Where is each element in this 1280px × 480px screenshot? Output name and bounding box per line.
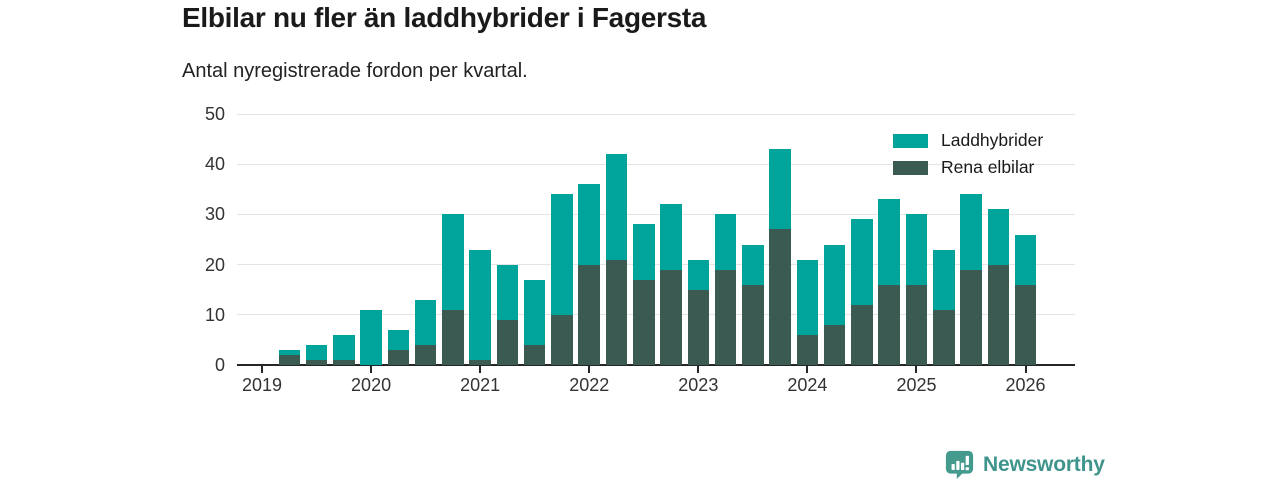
x-axis-tick-2024: [806, 366, 809, 373]
legend-label: Laddhybrider: [941, 130, 1044, 150]
bar-2022-q2-laddhybrider: [605, 154, 628, 260]
bar-2025-q3-laddhybrider: [960, 194, 982, 270]
bar-2024-q2-rena-elbilar: [823, 324, 846, 365]
bar-2022-q4-laddhybrider: [660, 204, 682, 270]
legend-label: Rena elbilar: [941, 157, 1035, 177]
legend-item-rena-elbilar: Rena elbilar: [893, 157, 1043, 177]
gridline-y-20: [237, 264, 1075, 266]
legend: Laddhybrider Rena elbilar: [893, 130, 1044, 185]
bar-2024-q2-laddhybrider: [823, 244, 846, 325]
gridline-y-40: [237, 163, 1075, 165]
bar-2023-q4-laddhybrider: [769, 149, 791, 230]
y-axis-tick-label: 0: [214, 355, 225, 375]
bar-2020-q3-rena-elbilar: [414, 344, 437, 365]
bar-2020-q2-rena-elbilar: [387, 349, 410, 365]
brand-name: Newsworthy: [983, 452, 1105, 476]
bar-2019-q2-rena-elbilar: [278, 354, 301, 365]
bar-2025-q1-laddhybrider: [905, 214, 928, 285]
legend-swatch-rena-elbilar: [893, 160, 928, 175]
bar-2026-q1-laddhybrider: [1014, 234, 1037, 285]
bar-2024-q4-laddhybrider: [878, 199, 900, 285]
x-axis-tick-2026: [1024, 366, 1027, 373]
bar-2021-q2-rena-elbilar: [496, 319, 519, 365]
y-axis-tick-label: 10: [204, 304, 225, 325]
bar-2020-q4-rena-elbilar: [442, 309, 464, 365]
x-axis-tick-label-2023: 2023: [678, 375, 719, 395]
x-axis-tick-2020: [370, 366, 373, 373]
bar-2022-q3-laddhybrider: [633, 224, 655, 280]
bar-2020-q1-laddhybrider: [360, 309, 382, 365]
bar-2024-q3-rena-elbilar: [851, 304, 873, 365]
x-axis-line: [237, 364, 1075, 366]
y-axis-tick-label: 30: [204, 204, 225, 225]
bar-2020-q3-laddhybrider: [414, 299, 437, 345]
bar-2023-q1-rena-elbilar: [687, 289, 710, 365]
bar-2025-q2-laddhybrider: [933, 249, 955, 310]
bar-2019-q4-laddhybrider: [333, 334, 355, 360]
x-axis-tick-2023: [697, 366, 700, 373]
bar-2025-q2-rena-elbilar: [933, 309, 955, 365]
bar-2020-q2-laddhybrider: [387, 329, 410, 350]
bar-2022-q4-rena-elbilar: [660, 269, 682, 365]
x-axis-tick-2025: [915, 366, 918, 373]
bar-2023-q1-laddhybrider: [687, 259, 710, 290]
gridline-y-30: [237, 213, 1075, 215]
bar-2021-q3-laddhybrider: [523, 279, 546, 345]
bar-chart-bubble-icon: [945, 450, 974, 479]
bar-2023-q4-rena-elbilar: [769, 229, 791, 365]
bar-2019-q2-laddhybrider: [278, 349, 301, 355]
bar-2025-q4-rena-elbilar: [987, 264, 1010, 365]
x-axis-tick-label-2022: 2022: [569, 375, 610, 395]
gridline-y-50: [237, 113, 1075, 115]
chart-title: Elbilar nu fler än laddhybrider i Fagers…: [182, 2, 707, 33]
x-axis-tick-label-2026: 2026: [1005, 375, 1046, 395]
bar-2023-q2-rena-elbilar: [714, 269, 737, 365]
bar-2020-q4-laddhybrider: [442, 214, 464, 310]
bar-2025-q3-rena-elbilar: [960, 269, 982, 365]
bar-2024-q4-rena-elbilar: [878, 284, 900, 365]
brand-footer: Newsworthy: [945, 450, 1105, 479]
bar-2026-q1-rena-elbilar: [1014, 284, 1037, 365]
legend-item-laddhybrider: Laddhybrider: [893, 130, 1044, 150]
x-axis-tick-label-2021: 2021: [460, 375, 501, 395]
bar-2025-q1-rena-elbilar: [905, 284, 928, 365]
y-axis-tick-label: 50: [204, 104, 225, 124]
bar-2021-q4-laddhybrider: [551, 194, 573, 315]
bar-2025-q4-laddhybrider: [987, 209, 1010, 265]
bar-2021-q3-rena-elbilar: [523, 344, 546, 365]
gridline-y-10: [237, 314, 1075, 316]
x-axis-tick-label-2020: 2020: [351, 375, 392, 395]
bar-2022-q3-rena-elbilar: [633, 279, 655, 365]
x-axis-tick-2022: [588, 366, 591, 373]
x-axis-tick-label-2019: 2019: [241, 375, 283, 395]
chart-subtitle: Antal nyregistrerade fordon per kvartal.: [182, 60, 528, 82]
bar-2024-q1-rena-elbilar: [796, 334, 819, 365]
x-axis-tick-2021: [479, 366, 482, 373]
bar-2019-q3-rena-elbilar: [305, 359, 328, 365]
bar-2023-q3-laddhybrider: [742, 244, 764, 285]
bar-2022-q1-laddhybrider: [578, 184, 600, 265]
x-axis-tick-2019: [261, 366, 263, 373]
y-axis-tick-label: 40: [204, 154, 225, 175]
bar-2021-q1-rena-elbilar: [469, 359, 491, 365]
bar-2021-q1-laddhybrider: [469, 249, 491, 360]
bar-2024-q3-laddhybrider: [851, 219, 873, 305]
y-axis-tick-label: 20: [204, 254, 225, 275]
bar-2021-q4-rena-elbilar: [551, 314, 573, 365]
x-axis-tick-label-2024: 2024: [787, 375, 828, 395]
x-axis-tick-label-2025: 2025: [896, 375, 937, 395]
bar-2019-q3-laddhybrider: [305, 344, 328, 360]
bar-2022-q2-rena-elbilar: [605, 259, 628, 365]
legend-swatch-laddhybrider: [893, 133, 928, 148]
bar-2024-q1-laddhybrider: [796, 259, 819, 335]
bar-2023-q2-laddhybrider: [714, 214, 737, 270]
bar-2021-q2-laddhybrider: [496, 264, 519, 320]
bar-2019-q4-rena-elbilar: [333, 359, 355, 365]
bar-2023-q3-rena-elbilar: [742, 284, 764, 365]
plot-area: 0 10 20 30 40 50 2019 2020 2021 2022 2023 2024 2025 2…: [205, 104, 1075, 395]
bar-2022-q1-rena-elbilar: [578, 264, 600, 365]
